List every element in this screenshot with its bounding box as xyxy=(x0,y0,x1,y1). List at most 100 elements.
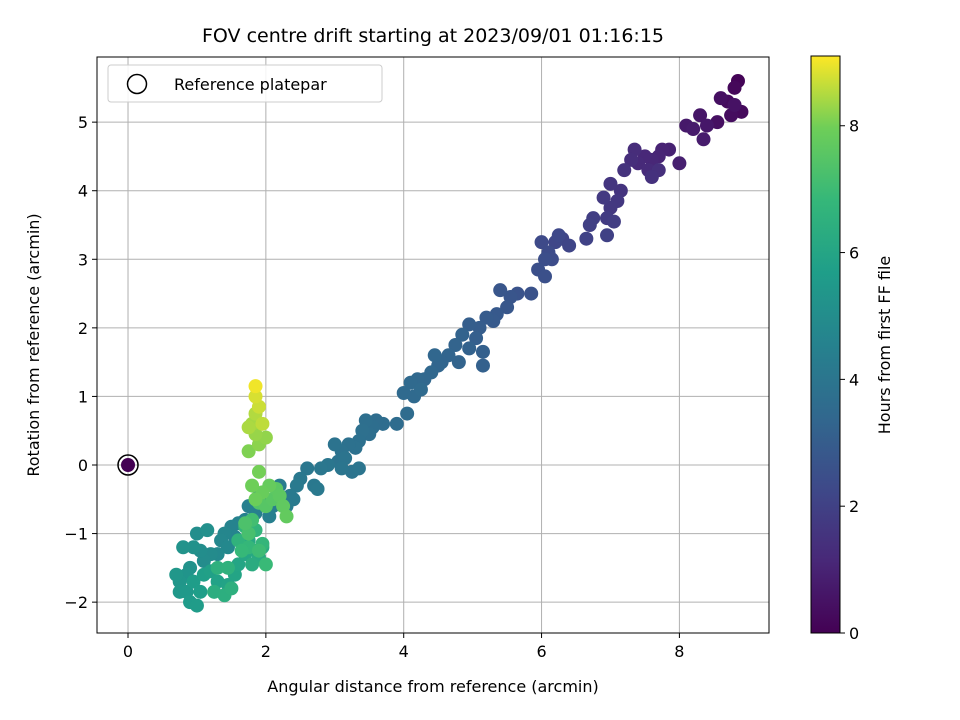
chart-title: FOV centre drift starting at 2023/09/01 … xyxy=(202,25,664,47)
data-point xyxy=(220,540,235,555)
y-tick-label: −2 xyxy=(64,593,88,612)
data-point xyxy=(300,461,315,476)
data-point xyxy=(241,420,256,435)
y-tick-label: 4 xyxy=(78,182,88,201)
data-point xyxy=(644,170,659,184)
data-point xyxy=(245,478,260,493)
colorbar-gradient xyxy=(810,55,841,634)
data-point xyxy=(176,540,191,555)
legend-entry-reference: Reference platepar xyxy=(174,75,327,94)
data-point xyxy=(351,461,366,476)
x-axis-label: Angular distance from reference (arcmin) xyxy=(267,677,598,696)
reference-platepar-marker xyxy=(117,454,139,476)
data-point xyxy=(238,516,253,531)
y-tick-label: 2 xyxy=(78,319,88,338)
y-tick-label: 0 xyxy=(78,456,88,475)
data-point xyxy=(551,228,566,243)
data-point xyxy=(538,269,552,284)
data-point xyxy=(210,560,225,575)
data-point xyxy=(462,341,477,356)
colorbar-tick-label: 6 xyxy=(849,244,859,263)
data-point xyxy=(200,523,215,538)
y-tick-label: −1 xyxy=(64,525,88,544)
data-point xyxy=(403,375,418,390)
data-point xyxy=(469,331,484,346)
data-point xyxy=(479,310,494,325)
x-tick-label: 0 xyxy=(123,642,133,661)
data-points xyxy=(121,74,749,613)
data-point xyxy=(193,584,208,599)
y-tick-label: 3 xyxy=(78,250,88,269)
data-point xyxy=(596,190,611,205)
x-tick-label: 2 xyxy=(261,642,271,661)
data-point xyxy=(310,482,325,496)
data-point xyxy=(624,152,639,167)
reference-point-layer xyxy=(117,454,139,476)
data-point xyxy=(672,156,687,171)
data-point xyxy=(400,406,415,421)
data-point xyxy=(245,557,260,572)
colorbar-tick-label: 2 xyxy=(849,497,859,516)
data-point xyxy=(258,557,273,572)
data-point xyxy=(727,80,742,95)
x-tick-label: 4 xyxy=(399,642,409,661)
plot-frame xyxy=(96,56,770,634)
data-point xyxy=(220,560,235,575)
data-point xyxy=(279,509,294,524)
data-point xyxy=(255,416,270,431)
colorbar-ticks: 0 2 4 6 8 xyxy=(840,117,859,643)
data-point xyxy=(186,540,201,555)
x-tick-label: 8 xyxy=(674,642,684,661)
data-point xyxy=(693,108,708,123)
data-point xyxy=(241,444,256,459)
data-point xyxy=(248,379,263,394)
data-point xyxy=(475,358,490,373)
data-point xyxy=(121,458,136,472)
legend-box xyxy=(107,64,383,103)
data-point xyxy=(389,416,404,431)
y-tick-label: 5 xyxy=(78,113,88,132)
data-point xyxy=(451,355,466,370)
data-point xyxy=(234,543,249,558)
data-point xyxy=(427,348,442,363)
data-point xyxy=(524,286,539,301)
legend: Reference platepar xyxy=(107,64,383,103)
y-axis-ticks: −2 −1 0 1 2 3 4 5 xyxy=(64,113,97,612)
data-point xyxy=(579,231,594,246)
data-point xyxy=(617,163,632,178)
data-point xyxy=(224,581,239,596)
grid-lines xyxy=(97,57,769,633)
data-point xyxy=(248,492,263,507)
data-point xyxy=(186,574,201,589)
data-point xyxy=(327,437,342,452)
data-point xyxy=(582,218,597,232)
data-point xyxy=(413,382,428,397)
data-point xyxy=(314,461,328,476)
data-point xyxy=(251,543,266,558)
colorbar-tick-label: 8 xyxy=(849,117,859,136)
x-axis-ticks: 0 2 4 6 8 xyxy=(123,633,684,661)
y-tick-label: 1 xyxy=(78,387,88,406)
x-tick-label: 6 xyxy=(536,642,546,661)
data-point xyxy=(538,252,552,267)
data-point xyxy=(603,176,618,191)
data-point xyxy=(289,478,304,493)
data-point xyxy=(713,91,728,106)
data-point xyxy=(534,235,549,250)
colorbar-tick-label: 4 xyxy=(849,370,859,389)
data-point xyxy=(462,317,477,332)
data-point xyxy=(600,228,615,243)
data-point xyxy=(727,98,742,112)
data-point xyxy=(251,464,266,479)
colorbar-tick-label: 0 xyxy=(849,624,859,643)
data-point xyxy=(334,461,349,476)
data-point xyxy=(686,122,701,136)
legend-marker-circle xyxy=(126,73,148,95)
colorbar-label: Hours from first FF file xyxy=(875,256,894,435)
data-point xyxy=(189,598,204,613)
colorbar: 0 2 4 6 8 Hours from first FF file xyxy=(810,55,894,643)
data-point xyxy=(475,344,490,359)
data-point xyxy=(169,567,184,582)
data-point xyxy=(248,389,263,404)
